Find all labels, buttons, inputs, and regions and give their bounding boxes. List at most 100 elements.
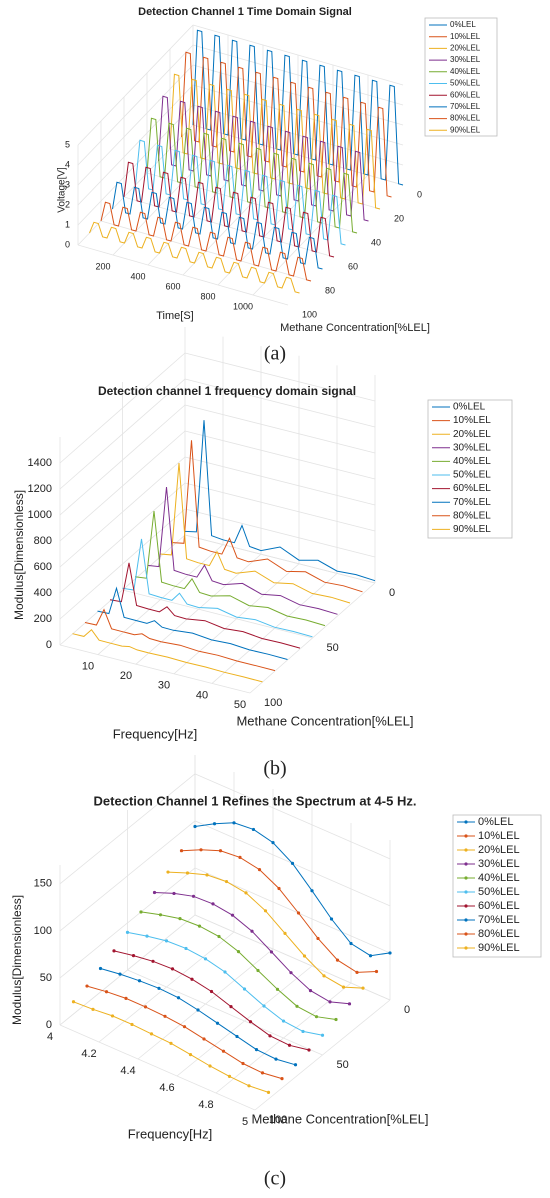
point — [314, 1015, 319, 1019]
point — [203, 957, 208, 961]
legend-label: 60%LEL — [478, 900, 520, 912]
point — [238, 855, 242, 859]
point — [202, 1037, 206, 1041]
point — [271, 841, 275, 845]
series-line — [127, 931, 323, 1036]
point — [223, 970, 227, 974]
point — [190, 977, 194, 981]
legend-marker — [464, 890, 468, 894]
legend-marker — [464, 918, 468, 922]
legend-label: 70%LEL — [450, 102, 481, 111]
point — [266, 1090, 271, 1095]
point — [118, 972, 122, 976]
legend-box — [452, 814, 542, 958]
x-tick-label: 20 — [120, 670, 132, 682]
legend-label: 30%LEL — [478, 858, 520, 870]
legend-marker — [464, 932, 468, 936]
point — [263, 909, 268, 913]
legend-label: 40%LEL — [450, 67, 481, 76]
grid-line — [59, 867, 196, 979]
caption: (b) — [263, 758, 286, 780]
legend-label: 0%LEL — [450, 20, 476, 29]
z-tick-label: 600 — [34, 561, 52, 573]
legend-label: 50%LEL — [450, 79, 481, 88]
point — [295, 1004, 299, 1008]
legend-marker — [464, 834, 468, 838]
series-line — [154, 892, 350, 1005]
point — [322, 974, 326, 978]
grid-line — [194, 914, 391, 1001]
legend-marker — [464, 820, 468, 824]
z-tick-label: 100 — [34, 925, 52, 937]
point — [296, 911, 301, 915]
chart-title: Detection channel 1 frequency domain sig… — [98, 384, 356, 398]
z-tick-label: 1 — [65, 219, 70, 229]
series-line — [89, 221, 300, 294]
point — [374, 969, 379, 974]
point — [149, 1032, 154, 1036]
point — [169, 1041, 173, 1045]
point — [143, 1005, 148, 1009]
legend-box — [424, 17, 498, 137]
legend-marker — [464, 946, 468, 950]
x-tick-label: 4.2 — [81, 1048, 96, 1060]
point — [124, 996, 128, 1000]
point — [254, 1048, 259, 1052]
legend-label: 60%LEL — [450, 90, 481, 99]
grid-line — [59, 430, 186, 542]
x-tick-label: 4.4 — [120, 1065, 135, 1077]
point — [188, 1053, 193, 1057]
point — [157, 986, 161, 990]
point — [307, 1048, 311, 1052]
x-tick-label: 4.6 — [159, 1082, 174, 1094]
grid-line — [184, 508, 376, 558]
grid-line — [194, 773, 391, 860]
point — [328, 1000, 332, 1004]
grid-line — [77, 244, 289, 306]
point — [316, 936, 320, 941]
point — [269, 950, 274, 954]
series-line — [167, 871, 364, 989]
grid-line — [59, 773, 196, 885]
z-tick-label: 400 — [34, 587, 52, 599]
z-tick-label: 1400 — [28, 457, 52, 469]
series-line — [194, 822, 391, 957]
point — [215, 1021, 220, 1025]
y-tick-label: 0 — [389, 587, 395, 599]
legend-box — [427, 399, 513, 539]
z-tick-label: 3 — [65, 179, 70, 189]
point — [242, 987, 247, 991]
y-axis-label: Methane Concentration[%LEL] — [236, 713, 413, 728]
x-tick-label: 40 — [196, 689, 208, 701]
point — [262, 1004, 266, 1008]
point — [145, 934, 149, 938]
point — [197, 924, 202, 928]
point — [287, 1043, 292, 1047]
x-tick-label: 600 — [165, 281, 180, 291]
point — [247, 1084, 251, 1088]
grid-line — [59, 1024, 256, 1111]
y-tick-label: 0 — [417, 189, 422, 199]
x-tick-label: 200 — [95, 261, 110, 271]
series-line — [73, 1001, 269, 1093]
grid-line — [127, 969, 323, 1056]
point — [191, 894, 196, 898]
point — [112, 949, 116, 953]
grid-line — [184, 534, 376, 584]
grid-line — [59, 508, 186, 620]
z-tick-label: 200 — [34, 613, 52, 625]
legend-marker — [464, 876, 468, 880]
point — [251, 827, 256, 832]
caption: (c) — [264, 1168, 286, 1190]
z-tick-label: 4 — [65, 159, 70, 169]
series-line — [112, 181, 323, 270]
point — [250, 929, 254, 933]
point — [293, 1063, 298, 1067]
grid-line — [77, 84, 194, 206]
point — [163, 1014, 167, 1018]
point — [178, 916, 182, 921]
x-axis-label: Frequency[Hz] — [113, 726, 198, 741]
legend-label: 50%LEL — [453, 470, 491, 481]
point — [130, 1022, 134, 1027]
series-line — [100, 201, 312, 282]
